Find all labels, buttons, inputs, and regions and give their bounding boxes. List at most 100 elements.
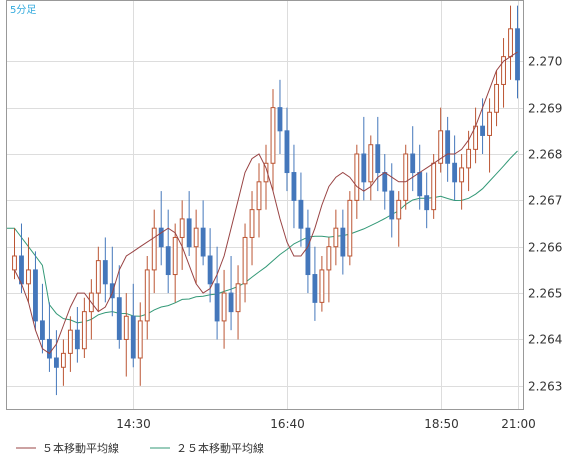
- candle-down: [277, 79, 283, 154]
- legend: ５本移動平均線 ２５本移動平均線: [16, 441, 264, 455]
- candle-up: [60, 339, 66, 386]
- candle-body: [312, 274, 318, 303]
- candle-body: [515, 28, 520, 81]
- candle-down: [305, 209, 311, 294]
- candle-body: [424, 195, 430, 211]
- candle-body: [95, 260, 101, 294]
- candle-body: [305, 227, 311, 276]
- candle-down: [214, 246, 220, 340]
- candle-down: [298, 172, 304, 247]
- candle-body: [431, 162, 437, 211]
- candle-up: [144, 256, 150, 340]
- y-tick-label: 2.268: [528, 148, 562, 162]
- candle-body: [165, 246, 171, 276]
- candle-body: [193, 227, 199, 248]
- candle-down: [445, 116, 451, 182]
- candle-body: [60, 352, 66, 368]
- candle-body: [256, 181, 262, 211]
- candle-down: [375, 116, 381, 192]
- candle-body: [200, 227, 206, 257]
- candle-down: [410, 126, 416, 192]
- candle-down: [47, 302, 52, 372]
- candle-body: [382, 172, 388, 192]
- candle-up: [347, 191, 353, 266]
- y-tick-label: 2.267: [528, 194, 562, 208]
- candle-body: [277, 107, 283, 132]
- candle-down: [158, 191, 164, 266]
- candle-body: [33, 269, 38, 322]
- candle-body: [417, 172, 423, 197]
- candle-body: [326, 246, 332, 271]
- candle-up: [123, 293, 129, 377]
- candle-body: [53, 357, 59, 368]
- candle-down: [291, 144, 297, 229]
- candle-body: [508, 28, 513, 58]
- ma25-line: [7, 150, 518, 324]
- candle-up: [333, 209, 339, 266]
- candle-down: [33, 251, 38, 331]
- candle-down: [452, 135, 458, 201]
- candle-body: [459, 167, 465, 183]
- candle-body: [12, 255, 17, 271]
- candle-body: [228, 292, 234, 313]
- candle-body: [452, 162, 458, 183]
- candle-body: [291, 172, 297, 201]
- candle-down: [382, 154, 388, 210]
- candle-down: [340, 209, 346, 275]
- ma5-layer: [14, 51, 518, 355]
- candle-body: [130, 315, 136, 359]
- candle-body: [137, 320, 143, 359]
- candle-down: [284, 107, 290, 192]
- candle-body: [494, 83, 499, 113]
- candle-body: [403, 153, 409, 201]
- candle-body: [438, 130, 444, 164]
- candle-down: [207, 228, 213, 303]
- candle-down: [424, 172, 430, 229]
- candle-body: [207, 255, 213, 285]
- candle-body: [235, 283, 241, 313]
- candle-up: [95, 246, 101, 312]
- candle-down: [389, 163, 395, 238]
- candle-body: [298, 199, 304, 229]
- candle-body: [179, 218, 185, 238]
- candle-body: [354, 153, 360, 201]
- candle-up: [193, 209, 199, 284]
- candle-down: [130, 283, 136, 368]
- candle-up: [270, 89, 276, 192]
- candle-body: [19, 255, 24, 285]
- candle-up: [249, 191, 255, 266]
- candle-body: [242, 236, 248, 285]
- candle-down: [53, 330, 59, 396]
- candle-down: [228, 256, 234, 331]
- candle-up: [487, 98, 492, 173]
- candle-up: [438, 107, 444, 173]
- candles-layer: [12, 5, 520, 396]
- candle-up: [81, 297, 87, 358]
- candle-body: [480, 125, 485, 136]
- x-tick-label: 16:40: [270, 417, 305, 431]
- candle-body: [221, 292, 227, 322]
- candle-up: [221, 269, 227, 349]
- candle-down: [361, 116, 367, 201]
- candle-body: [487, 111, 492, 136]
- y-tick-label: 2.266: [528, 241, 562, 255]
- candle-down: [312, 246, 318, 321]
- candle-up: [151, 209, 157, 294]
- candle-body: [284, 130, 290, 174]
- candle-down: [200, 200, 206, 266]
- candle-up: [256, 163, 262, 238]
- candle-body: [81, 311, 87, 350]
- y-tick-label: 2.264: [528, 333, 562, 347]
- ma5-line: [14, 51, 518, 355]
- x-tick-label: 21:00: [501, 417, 536, 431]
- candle-down: [186, 191, 192, 256]
- candle-up: [26, 237, 31, 303]
- candle-up: [396, 191, 402, 247]
- candle-body: [466, 148, 472, 169]
- candle-up: [494, 70, 499, 127]
- legend-ma5-label: ５本移動平均線: [42, 441, 119, 455]
- candle-body: [123, 315, 129, 340]
- y-tick-label: 2.265: [528, 287, 562, 301]
- candle-body: [249, 209, 255, 238]
